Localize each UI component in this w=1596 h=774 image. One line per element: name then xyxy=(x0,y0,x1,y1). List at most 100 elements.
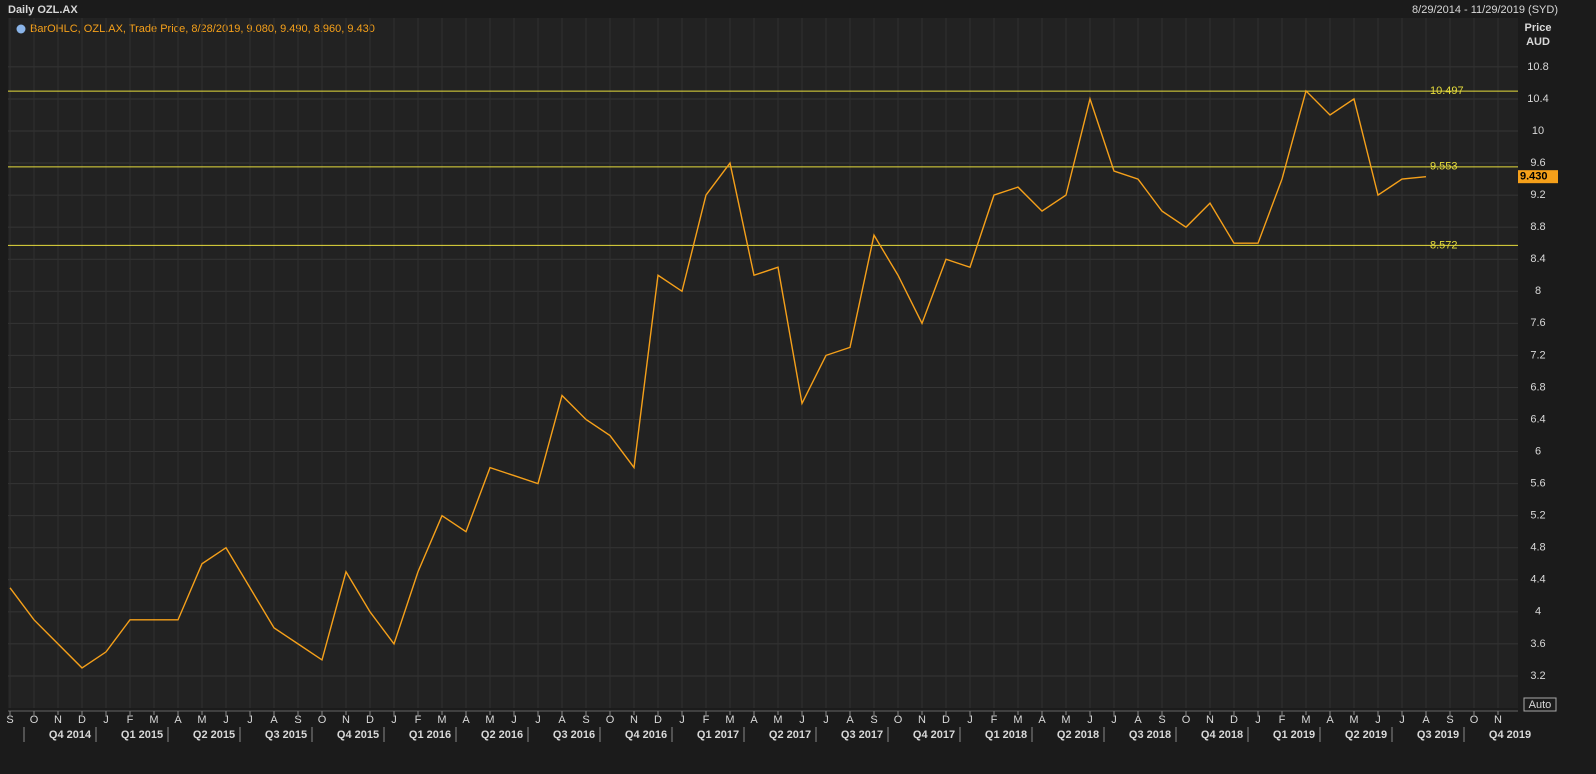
x-tick-label: M xyxy=(437,714,446,726)
quarter-label: Q4 2017 xyxy=(913,729,955,741)
last-price-tag xyxy=(1518,170,1558,184)
x-tick-label: J xyxy=(1111,714,1117,726)
quarter-label: Q3 2015 xyxy=(265,729,307,741)
x-tick-label: S xyxy=(582,714,589,726)
x-tick-label: J xyxy=(1375,714,1381,726)
quarter-label: Q3 2017 xyxy=(841,729,883,741)
x-tick-label: D xyxy=(366,714,374,726)
level-label: 8.572 xyxy=(1430,239,1458,251)
level-label: 9.553 xyxy=(1430,161,1458,173)
x-tick-label: N xyxy=(630,714,638,726)
auto-label: Auto xyxy=(1529,699,1552,711)
quarter-label: Q2 2019 xyxy=(1345,729,1387,741)
x-tick-label: O xyxy=(1182,714,1191,726)
x-tick-label: F xyxy=(127,714,134,726)
price-line xyxy=(9,89,1427,669)
x-tick-label: M xyxy=(773,714,782,726)
x-tick-label: O xyxy=(606,714,615,726)
x-tick-label: A xyxy=(750,714,758,726)
quarter-label: Q4 2019 xyxy=(1489,729,1531,741)
y-tick-label: 9.2 xyxy=(1530,189,1545,201)
x-tick-label: J xyxy=(511,714,517,726)
x-tick-label: N xyxy=(1494,714,1502,726)
quarter-label: Q4 2018 xyxy=(1201,729,1243,741)
x-tick-label: F xyxy=(991,714,998,726)
x-tick-label: M xyxy=(197,714,206,726)
y-tick-label: 6.4 xyxy=(1530,413,1545,425)
quarter-label: Q2 2017 xyxy=(769,729,811,741)
y-tick-label: 3.2 xyxy=(1530,670,1545,682)
x-tick-label: A xyxy=(558,714,566,726)
quarter-label: Q1 2017 xyxy=(697,729,739,741)
x-tick-label: F xyxy=(703,714,710,726)
y-tick-label: 8.8 xyxy=(1530,221,1545,233)
quarter-label: Q2 2016 xyxy=(481,729,523,741)
quarter-label: Q1 2016 xyxy=(409,729,451,741)
x-tick-label: J xyxy=(967,714,973,726)
y-tick-label: 10 xyxy=(1532,125,1544,137)
y-axis-label: Price xyxy=(1525,22,1552,34)
y-tick-label: 8.4 xyxy=(1530,253,1545,265)
y-tick-label: 3.6 xyxy=(1530,638,1545,650)
x-tick-label: M xyxy=(485,714,494,726)
quarter-label: Q4 2016 xyxy=(625,729,667,741)
x-tick-label: J xyxy=(1399,714,1405,726)
x-tick-label: M xyxy=(1349,714,1358,726)
quarter-label: Q2 2015 xyxy=(193,729,235,741)
x-tick-label: N xyxy=(342,714,350,726)
x-tick-label: F xyxy=(1279,714,1286,726)
x-tick-label: O xyxy=(1470,714,1479,726)
auto-button[interactable] xyxy=(1523,697,1557,712)
x-tick-label: J xyxy=(823,714,829,726)
quarter-label: Q1 2015 xyxy=(121,729,163,741)
x-tick-label: J xyxy=(1255,714,1261,726)
x-tick-label: O xyxy=(318,714,327,726)
x-tick-label: S xyxy=(1446,714,1453,726)
x-tick-label: A xyxy=(1326,714,1334,726)
x-tick-label: S xyxy=(6,714,13,726)
x-tick-label: O xyxy=(894,714,903,726)
quarter-label: Q2 2018 xyxy=(1057,729,1099,741)
quarter-label: Q1 2019 xyxy=(1273,729,1315,741)
y-tick-label: 6 xyxy=(1535,445,1541,457)
x-tick-label: J xyxy=(1087,714,1093,726)
x-tick-label: A xyxy=(1134,714,1142,726)
quarter-label: Q3 2016 xyxy=(553,729,595,741)
y-tick-label: 4.8 xyxy=(1530,542,1545,554)
x-tick-label: J xyxy=(679,714,685,726)
y-tick-label: 9.6 xyxy=(1530,157,1545,169)
x-tick-label: M xyxy=(1061,714,1070,726)
y-tick-label: 7.2 xyxy=(1530,349,1545,361)
date-range: 8/29/2014 - 11/29/2019 (SYD) xyxy=(1412,4,1558,16)
quarter-label: Q4 2014 xyxy=(49,729,92,741)
y-tick-label: 8 xyxy=(1535,285,1541,297)
quarter-label: Q4 2015 xyxy=(337,729,379,741)
x-tick-label: A xyxy=(174,714,182,726)
x-tick-label: O xyxy=(30,714,39,726)
x-tick-label: J xyxy=(391,714,397,726)
y-tick-label: 7.6 xyxy=(1530,317,1545,329)
legend-icon[interactable] xyxy=(16,24,26,34)
x-tick-label: J xyxy=(535,714,541,726)
x-tick-label: A xyxy=(270,714,278,726)
y-tick-label: 6.8 xyxy=(1530,381,1545,393)
x-tick-label: A xyxy=(462,714,470,726)
level-label: 10.497 xyxy=(1430,85,1464,97)
y-tick-label: 4 xyxy=(1535,606,1541,618)
x-tick-label: J xyxy=(223,714,229,726)
x-tick-label: J xyxy=(247,714,253,726)
quarter-label: Q3 2019 xyxy=(1417,729,1459,741)
y-tick-label: 10.4 xyxy=(1527,93,1548,105)
x-tick-label: N xyxy=(918,714,926,726)
x-tick-label: M xyxy=(725,714,734,726)
y-tick-label: 4.4 xyxy=(1530,574,1545,586)
x-tick-label: F xyxy=(415,714,422,726)
x-tick-label: J xyxy=(799,714,805,726)
x-tick-label: A xyxy=(1038,714,1046,726)
x-tick-label: A xyxy=(1422,714,1430,726)
x-tick-label: D xyxy=(654,714,662,726)
x-tick-label: N xyxy=(1206,714,1214,726)
quarter-label: Q3 2018 xyxy=(1129,729,1171,741)
y-axis-unit: AUD xyxy=(1526,36,1550,48)
